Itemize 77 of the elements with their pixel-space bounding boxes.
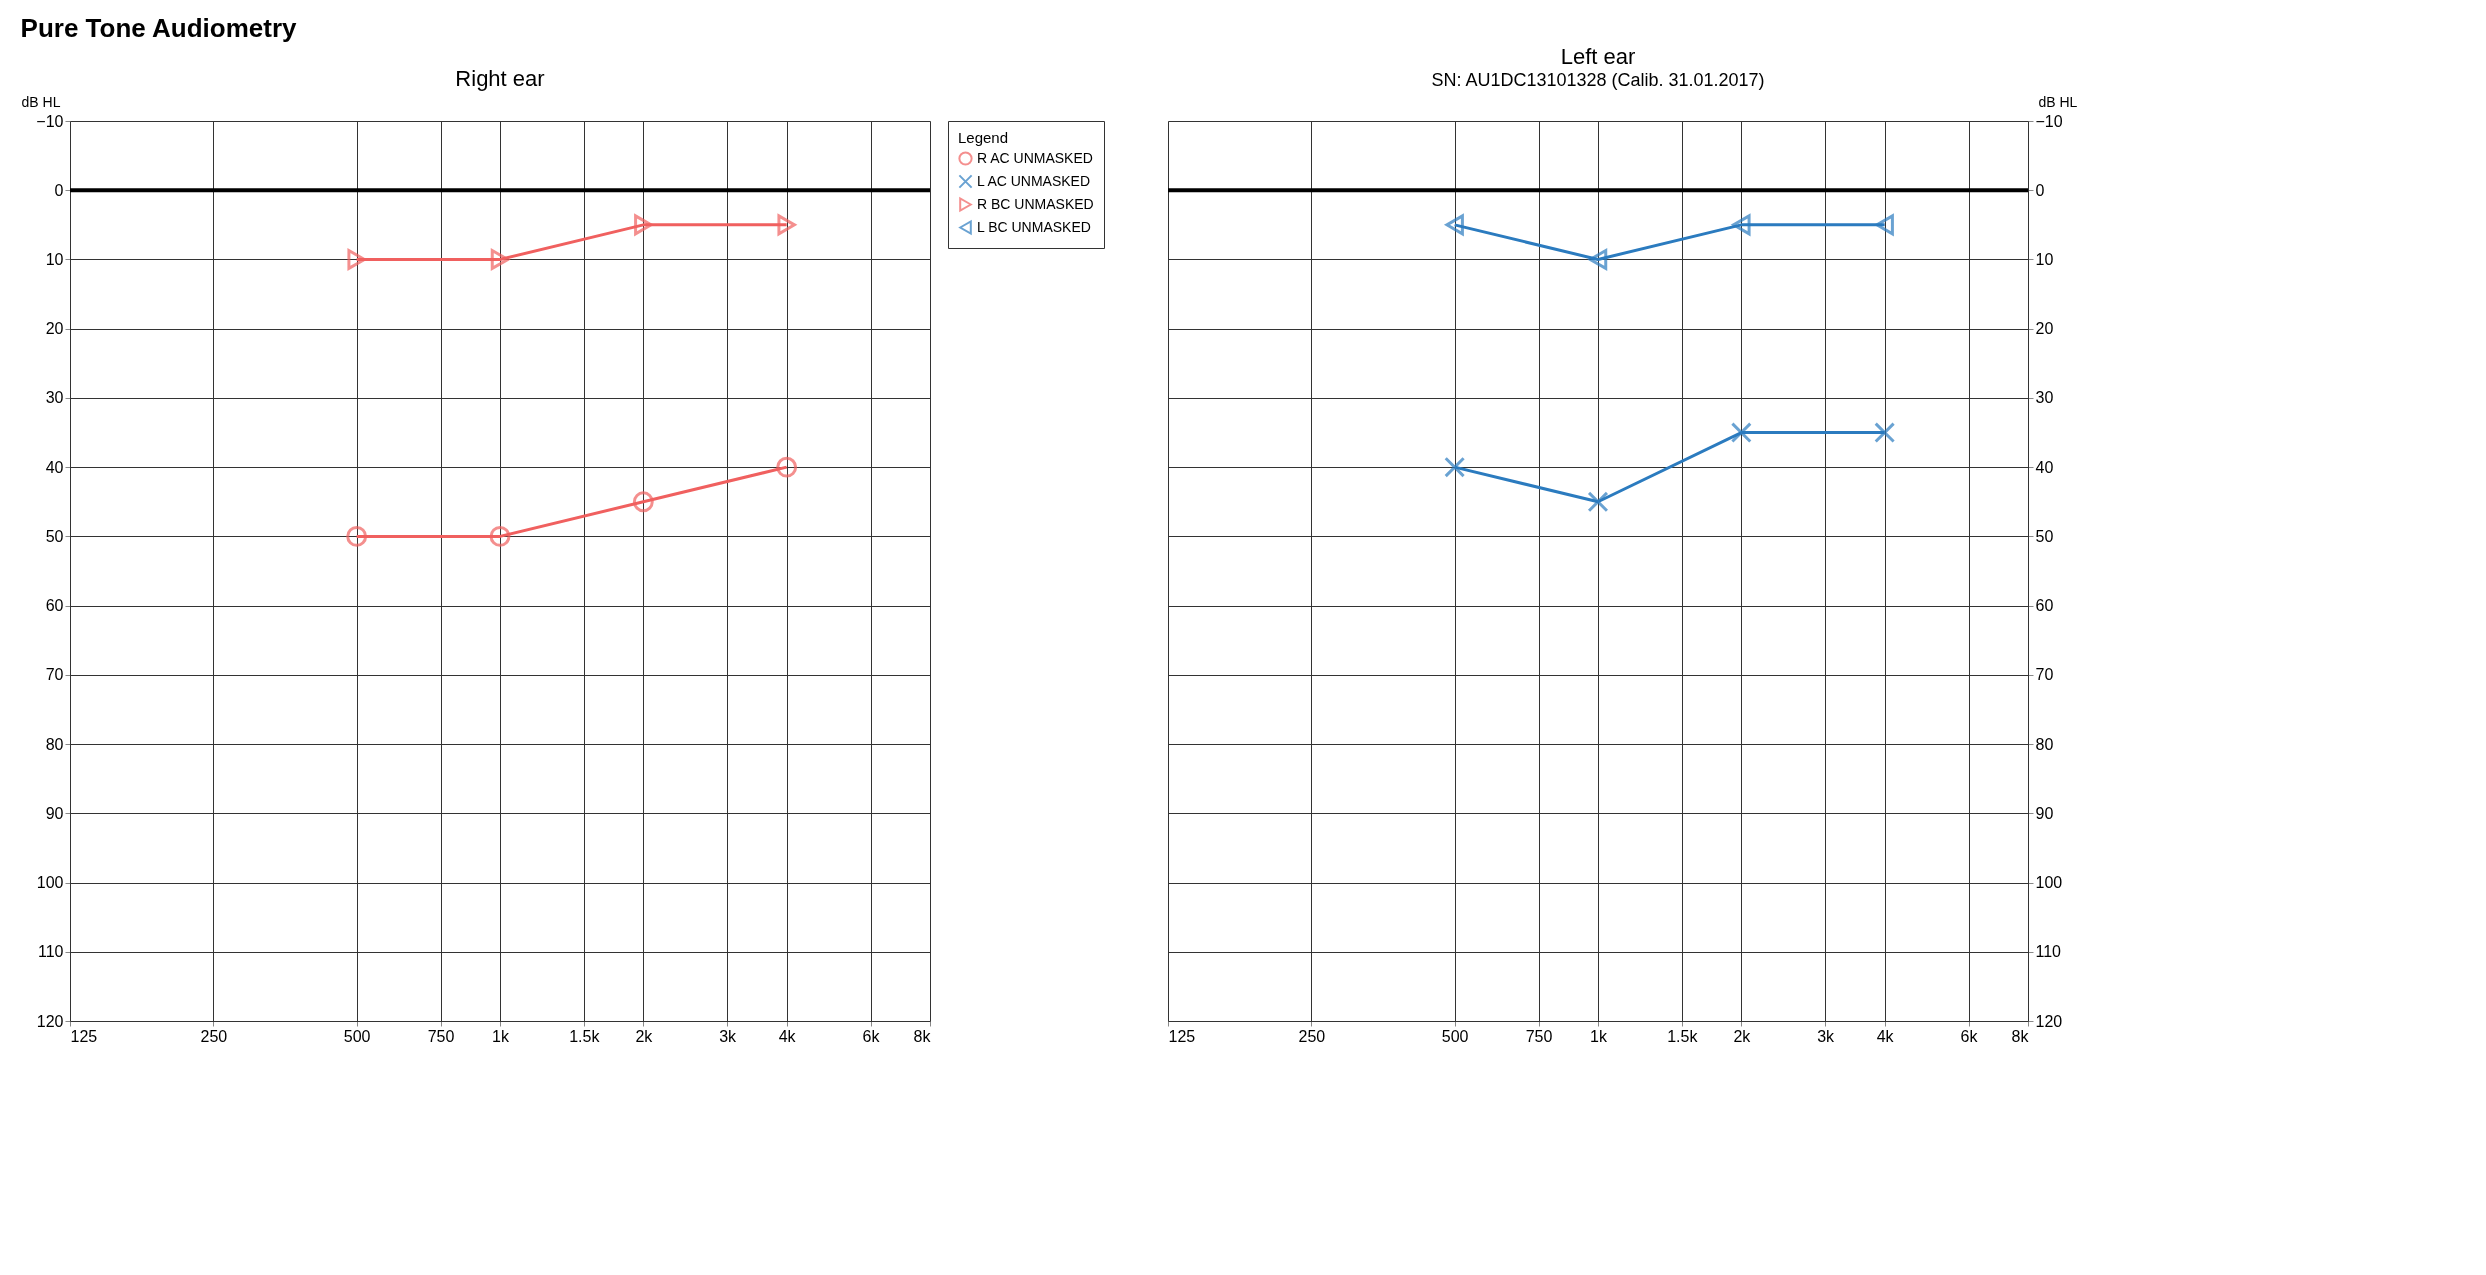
y-tick-label: 50 [2035, 527, 2054, 545]
x-tick-label: 8k [913, 1027, 932, 1045]
point [346, 525, 368, 547]
y-tick-label: 60 [2035, 597, 2054, 615]
y-tick-label: 30 [45, 389, 64, 407]
x-tick-label: 125 [1168, 1027, 1196, 1045]
x-tick-label: 8k [2011, 1027, 2030, 1045]
legend-label: L AC UNMASKED [977, 172, 1091, 189]
y-axis-title: dB HL [21, 93, 61, 110]
x-tick-label: 4k [1876, 1027, 1895, 1045]
y-tick-label: 120 [36, 1012, 64, 1030]
y-tick-label: 10 [45, 250, 64, 268]
point [1874, 422, 1896, 443]
x-tick-label: 1.5k [1667, 1027, 1699, 1045]
x-tick-label: 500 [1441, 1027, 1469, 1045]
point [1588, 249, 1608, 270]
chart-title: Right ear [455, 66, 545, 91]
x-tick-label: 2k [635, 1027, 654, 1045]
legend-label: L BC UNMASKED [977, 218, 1091, 235]
x-tick-label: 6k [1960, 1027, 1979, 1045]
y-tick-label: 30 [2035, 389, 2054, 407]
y-tick-label: 40 [2035, 458, 2054, 476]
x-tick-label: 4k [778, 1027, 797, 1045]
y-tick-label: 50 [45, 527, 64, 545]
x-tick-label: 3k [1817, 1027, 1836, 1045]
text: Pure Tone Audiometry [20, 12, 298, 43]
x-tick-label: 750 [427, 1027, 455, 1045]
point [347, 249, 366, 270]
x-tick-label: 1k [1590, 1027, 1608, 1045]
point [1732, 214, 1751, 236]
y-tick-label: 80 [45, 735, 64, 753]
legend-title: Legend [958, 129, 1009, 146]
point [777, 214, 796, 236]
point [1445, 214, 1464, 236]
y-tick-label: 70 [45, 666, 64, 684]
x-tick-label: 500 [343, 1027, 371, 1045]
y-tick-label: 100 [2035, 874, 2063, 892]
y-tick-label: 10 [2035, 250, 2054, 268]
point [1730, 422, 1752, 443]
y-axis-title: dB HL [2038, 93, 2078, 110]
x-tick-label: 1.5k [569, 1027, 601, 1045]
y-tick-label: 20 [45, 320, 64, 338]
y-tick-label: 110 [37, 943, 64, 961]
y-tick-label: 20 [2035, 320, 2054, 338]
text: SN: AU1DC13101328 (Calib. 31.01.2017) [1431, 70, 1765, 90]
legend-label: R AC UNMASKED [977, 149, 1093, 166]
y-tick-label: 60 [45, 597, 64, 615]
point [1587, 491, 1609, 513]
x-tick-label: 250 [200, 1027, 228, 1045]
point [634, 214, 653, 236]
y-tick-label: 40 [45, 458, 64, 476]
point [490, 249, 510, 270]
y-tick-label: 0 [2035, 181, 2045, 199]
x-tick-label: 6k [862, 1027, 881, 1045]
chart-title: Left ear [1560, 44, 1636, 69]
y-tick-label: 70 [2035, 666, 2054, 684]
point [776, 456, 798, 478]
y-tick-label: 80 [2035, 735, 2054, 753]
y-tick-label: 90 [45, 804, 64, 822]
legend-label: R BC UNMASKED [977, 195, 1094, 212]
x-tick-label: 125 [70, 1027, 98, 1045]
y-tick-label: 110 [2035, 943, 2062, 961]
x-tick-label: 750 [1525, 1027, 1553, 1045]
y-tick-label: −10 [36, 112, 64, 130]
y-tick-label: −10 [2035, 112, 2063, 130]
x-tick-label: 3k [719, 1027, 738, 1045]
point [1875, 214, 1894, 236]
point [632, 491, 654, 513]
y-tick-label: 120 [2035, 1012, 2063, 1030]
x-tick-label: 250 [1298, 1027, 1326, 1045]
point [489, 525, 511, 547]
x-tick-label: 1k [492, 1027, 510, 1045]
y-tick-label: 100 [36, 874, 64, 892]
y-tick-label: 0 [54, 181, 64, 199]
x-tick-label: 2k [1733, 1027, 1752, 1045]
point [1444, 456, 1466, 478]
y-tick-label: 90 [2035, 804, 2054, 822]
